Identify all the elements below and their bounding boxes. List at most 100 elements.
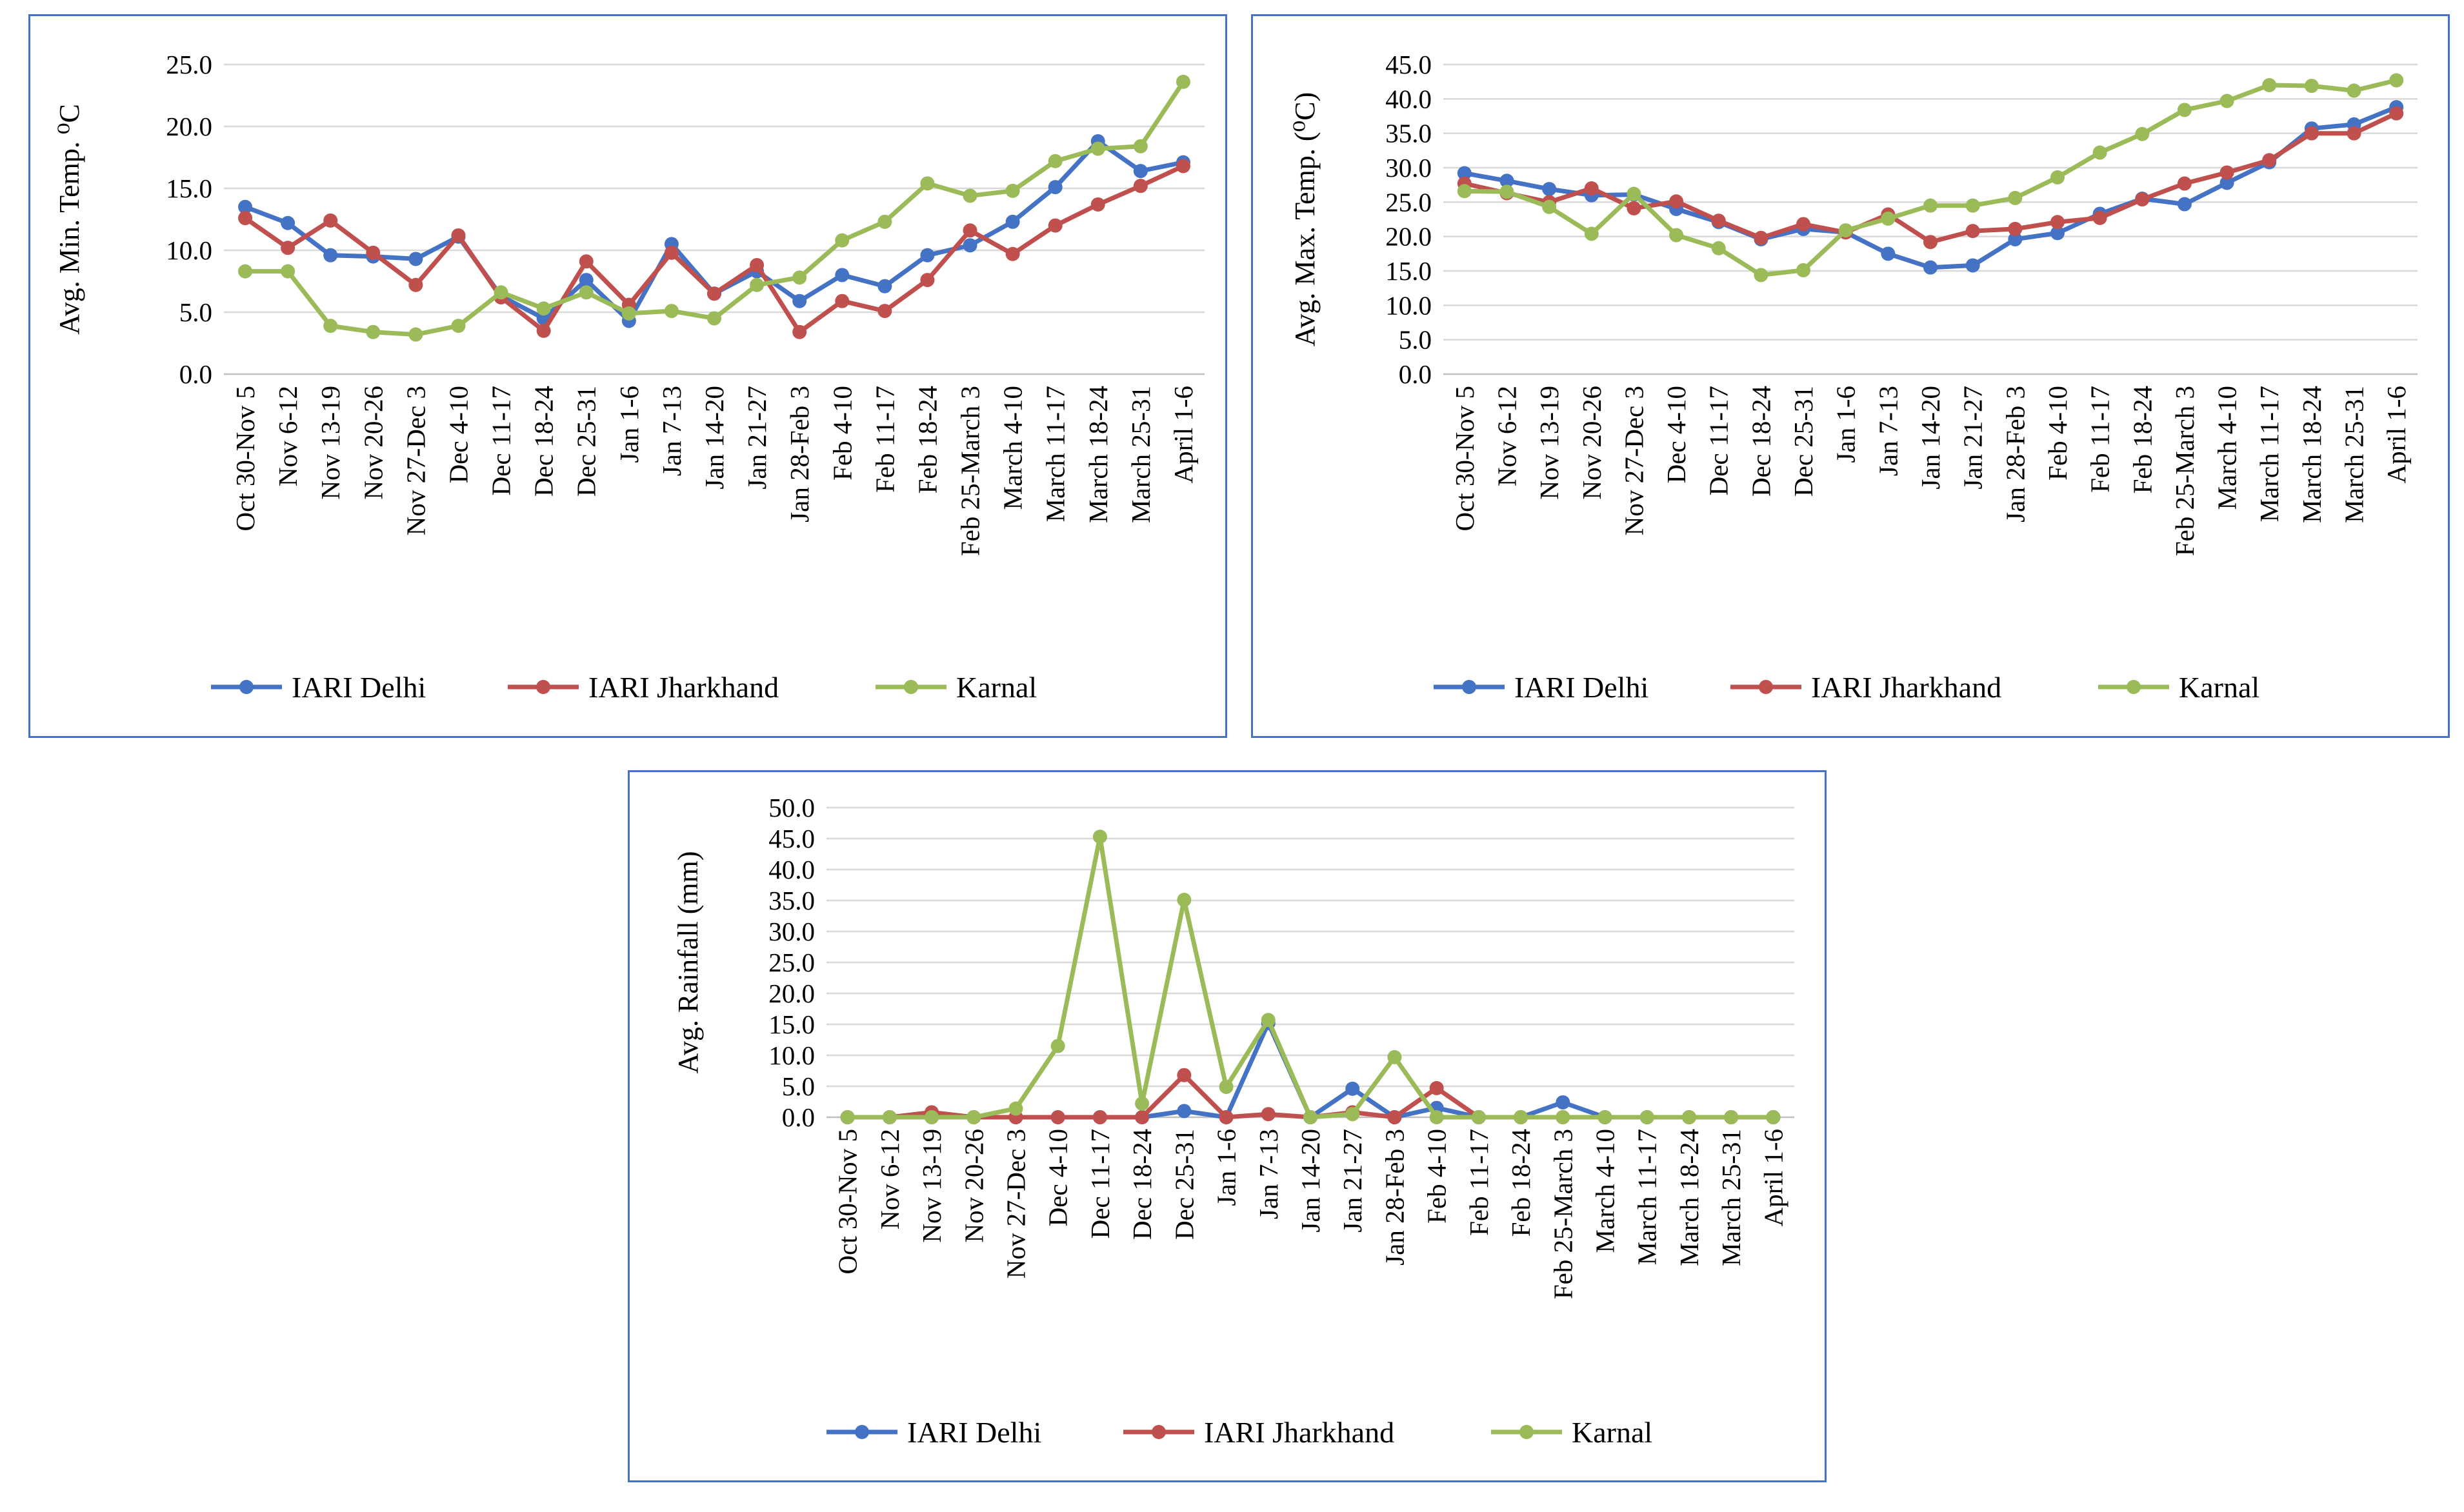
y-tick-label: 5.0 — [782, 1071, 815, 1101]
x-tick-label: March 4-10 — [998, 386, 1028, 510]
legend-label-karnal: Karnal — [956, 671, 1037, 704]
data-point-iari-jharkhand — [536, 323, 551, 338]
max-temp-chart-panel: 0.0 5.0 10.0 15.0 20.0 25.0 30.0 35.0 40.0 45.0 Oc… — [1251, 14, 2450, 738]
x-tick-label: March 11-17 — [1632, 1129, 1662, 1265]
data-point-karnal — [1514, 1110, 1528, 1124]
x-tick-label: Feb 4-10 — [827, 386, 857, 481]
x-tick-label: Jan 7-13 — [1254, 1129, 1283, 1219]
data-point-karnal — [664, 304, 679, 319]
data-point-karnal — [366, 324, 381, 339]
data-point-iari-jharkhand — [579, 254, 594, 269]
min-temp-chart: 0.0 5.0 10.0 15.0 20.0 25.0 Oct 30-Nov 5 Nov 6-… — [54, 50, 1205, 704]
data-point-iari-delhi — [1345, 1081, 1360, 1096]
x-tick-label: March 25-31 — [1716, 1129, 1746, 1266]
data-point-karnal — [2219, 94, 2234, 108]
x-tick-label: Feb 18-24 — [1506, 1129, 1536, 1237]
y-axis-title: Avg. Max. Temp. (⁰C) — [1289, 92, 1321, 346]
x-tick-label: March 25-31 — [2339, 386, 2369, 523]
x-tick-label: Jan 28-Feb 3 — [2000, 386, 2030, 522]
y-tick-label: 40.0 — [1385, 84, 1432, 114]
x-tick-label: Nov 27-Dec 3 — [1619, 386, 1648, 535]
y-tick-label: 15.0 — [768, 1010, 815, 1039]
data-point-karnal — [1598, 1110, 1612, 1124]
data-point-iari-delhi — [408, 252, 423, 266]
legend-marker-karnal — [2127, 680, 2141, 694]
legend-label-iari-delhi: IARI Delhi — [292, 671, 426, 704]
data-point-iari-jharkhand — [1177, 1068, 1192, 1082]
y-tick-label: 20.0 — [1385, 222, 1432, 252]
x-tick-label: March 11-17 — [2254, 386, 2284, 522]
data-point-iari-delhi — [2177, 197, 2192, 212]
x-tick-label: Jan 28-Feb 3 — [785, 386, 814, 522]
x-tick-label: Jan 14-20 — [699, 386, 729, 490]
data-point-karnal — [2092, 145, 2107, 160]
data-point-karnal — [536, 301, 551, 316]
data-point-iari-jharkhand — [1923, 235, 1938, 250]
data-point-karnal — [2008, 190, 2023, 205]
legend-label-iari-jharkhand: IARI Jharkhand — [1204, 1416, 1394, 1449]
legend-marker-iari-jharkhand — [1152, 1425, 1166, 1439]
data-point-iari-jharkhand — [366, 245, 381, 260]
data-point-iari-delhi — [579, 273, 594, 288]
data-point-karnal — [1584, 226, 1599, 241]
x-tick-label: Nov 27-Dec 3 — [401, 386, 430, 535]
y-tick-label: 25.0 — [768, 948, 815, 977]
data-point-iari-jharkhand — [1092, 1110, 1107, 1124]
y-tick-label: 25.0 — [1385, 187, 1432, 217]
x-tick-label: Dec 11-17 — [486, 386, 516, 495]
data-point-karnal — [2389, 73, 2404, 88]
x-tick-label: Dec 18-24 — [1127, 1129, 1157, 1240]
data-point-iari-delhi — [2050, 226, 2065, 241]
data-point-iari-delhi — [281, 215, 295, 230]
data-point-karnal — [1177, 893, 1192, 908]
data-point-karnal — [882, 1110, 897, 1124]
legend-marker-iari-delhi — [1462, 680, 1476, 694]
data-point-iari-jharkhand — [1050, 1110, 1065, 1124]
x-tick-label: Dec 4-10 — [1661, 386, 1691, 483]
data-point-iari-delhi — [1556, 1095, 1570, 1109]
data-point-iari-jharkhand — [323, 213, 338, 228]
y-tick-label: 30.0 — [768, 917, 815, 946]
data-point-karnal — [1090, 141, 1105, 156]
data-point-iari-jharkhand — [1135, 1110, 1150, 1124]
data-point-iari-delhi — [1457, 166, 1472, 181]
data-point-karnal — [281, 264, 295, 279]
data-point-iari-delhi — [1133, 164, 1148, 179]
x-tick-label: Feb 18-24 — [2127, 386, 2157, 493]
data-point-karnal — [1499, 184, 1514, 199]
legend-marker-karnal — [904, 680, 918, 694]
x-tick-label: Dec 4-10 — [1043, 1129, 1073, 1226]
data-point-karnal — [1838, 223, 1853, 238]
data-point-iari-jharkhand — [2347, 126, 2361, 141]
data-point-karnal — [1724, 1110, 1739, 1124]
data-point-iari-jharkhand — [877, 304, 892, 319]
series-line-iari-delhi — [845, 1020, 1776, 1120]
y-tick-label: 10.0 — [768, 1040, 815, 1070]
y-axis-title: Avg. Min. Temp. ⁰C — [54, 104, 85, 335]
data-point-karnal — [1556, 1110, 1570, 1124]
legend-label-iari-delhi: IARI Delhi — [1514, 671, 1648, 704]
x-tick-label: Jan 21-27 — [742, 386, 772, 490]
y-tick-label: 15.0 — [166, 174, 212, 203]
x-tick-label: March 11-17 — [1041, 386, 1070, 522]
x-tick-label: Feb 4-10 — [1422, 1129, 1452, 1224]
data-point-iari-delhi — [2219, 175, 2234, 190]
x-tick-label: Oct 30-Nov 5 — [1450, 386, 1479, 531]
data-point-karnal — [1796, 263, 1811, 277]
data-point-karnal — [1711, 241, 1726, 255]
x-tick-label: Dec 25-31 — [1169, 1129, 1199, 1240]
data-point-karnal — [967, 1110, 981, 1124]
data-point-iari-delhi — [877, 279, 892, 293]
data-point-iari-delhi — [1499, 174, 1514, 188]
data-point-iari-jharkhand — [1754, 230, 1768, 245]
max-temp-chart: 0.0 5.0 10.0 15.0 20.0 25.0 30.0 35.0 40.0 45.0 Oc… — [1289, 50, 2418, 704]
data-point-iari-delhi — [835, 268, 850, 283]
data-point-iari-jharkhand — [2135, 192, 2150, 207]
y-tick-label: 35.0 — [768, 886, 815, 915]
data-point-iari-jharkhand — [2262, 153, 2277, 168]
x-tick-label: March 4-10 — [1590, 1129, 1620, 1253]
x-tick-label: Oct 30-Nov 5 — [833, 1129, 863, 1274]
x-tick-label: Dec 18-24 — [1746, 386, 1776, 497]
data-point-karnal — [2050, 170, 2065, 184]
x-tick-label: March 25-31 — [1126, 386, 1156, 523]
